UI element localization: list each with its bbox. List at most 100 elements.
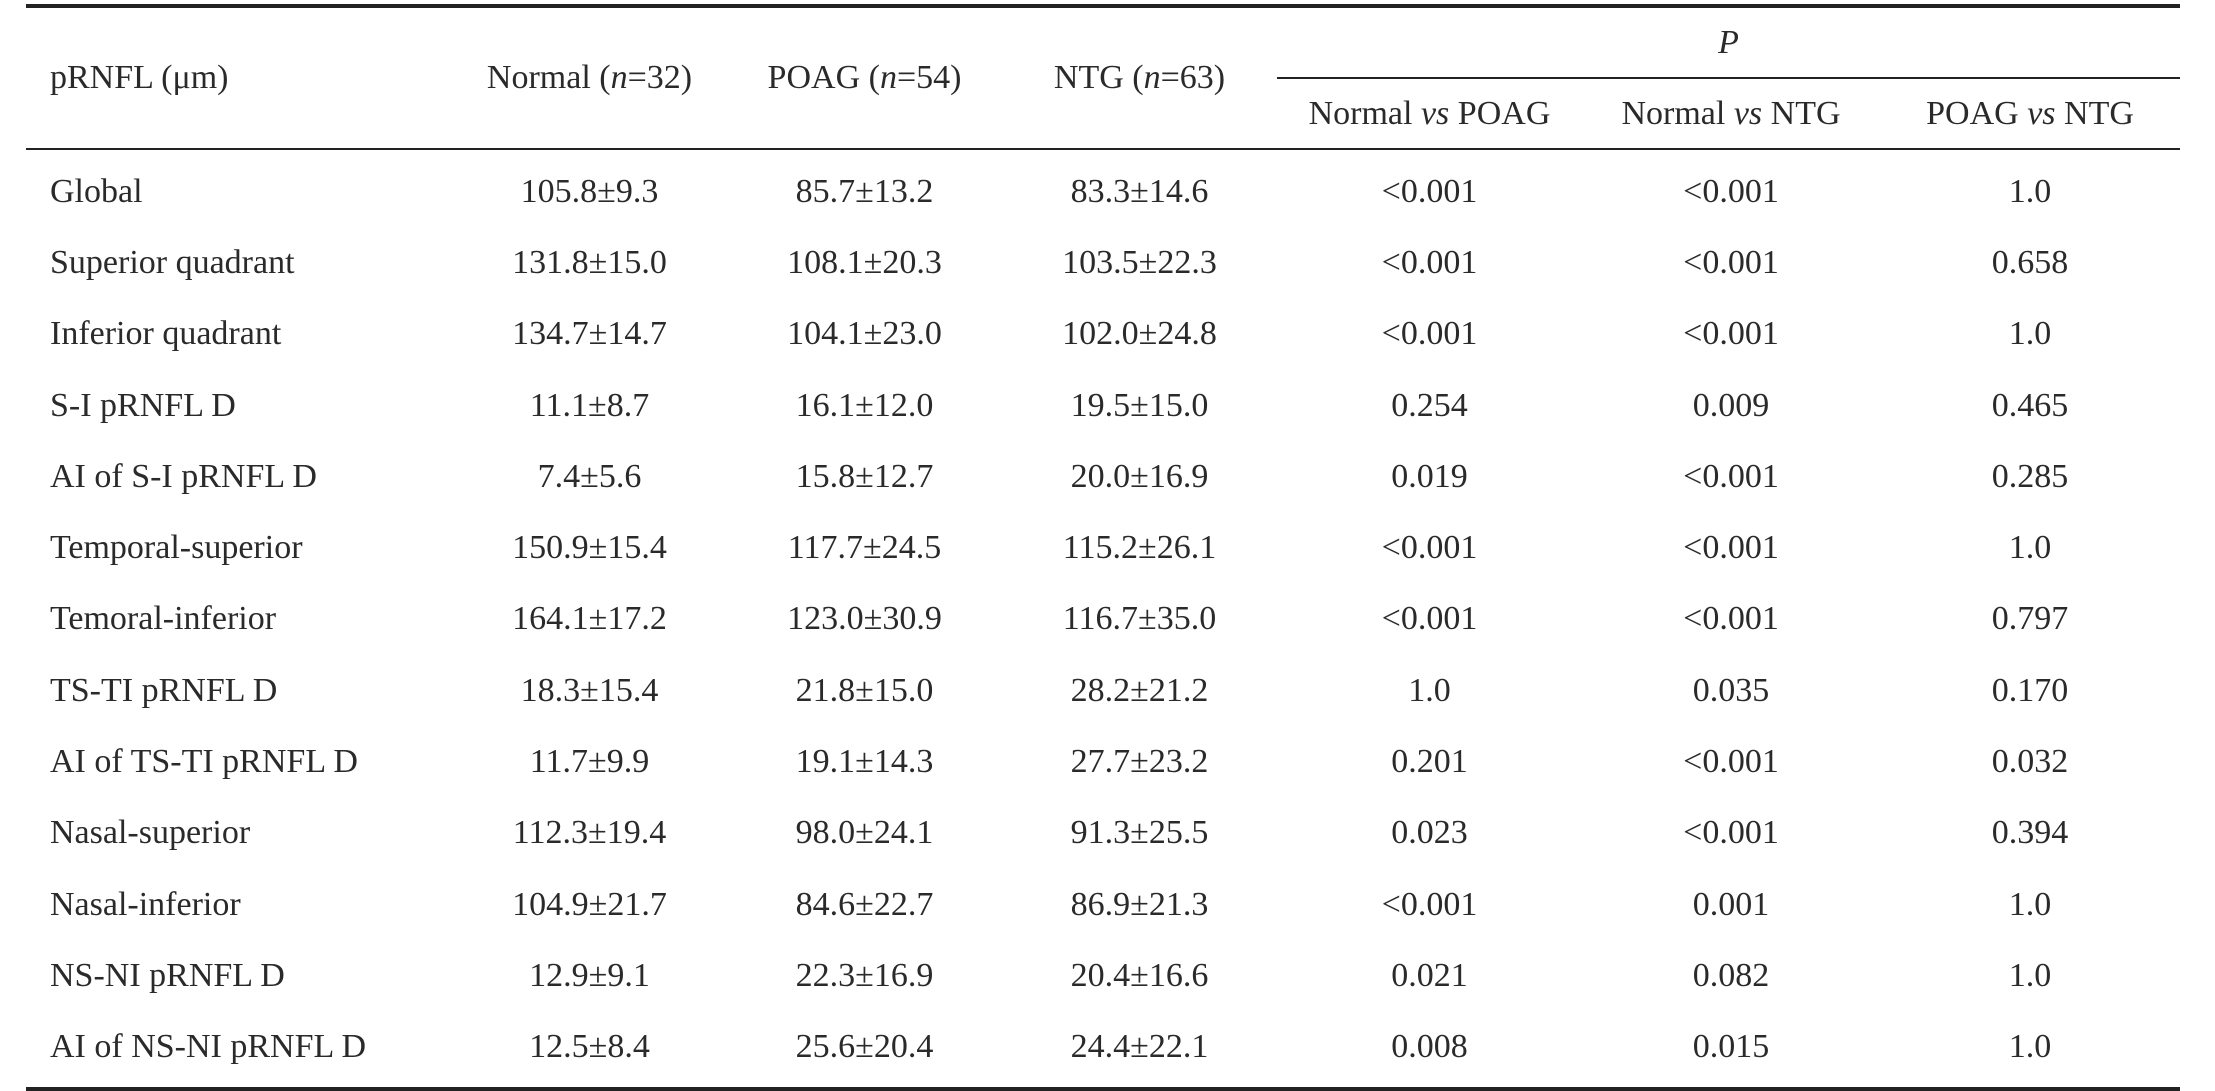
table-cell: <0.001 — [1381, 315, 1478, 353]
table-cell: 1.0 — [2008, 956, 2052, 994]
table-cell: 0.082 — [1692, 956, 1770, 994]
table-row: AI of TS-TI pRNFL D 11.7±9.9 19.1±14.3 27.7… — [26, 726, 2180, 797]
table-cell: 1.0 — [2008, 172, 2052, 210]
table-cell: 0.035 — [1692, 671, 1770, 709]
table-cell: 84.6±22.7 — [795, 885, 934, 923]
table-cell: 116.7±35.0 — [1062, 600, 1217, 638]
table-row: Global 105.8±9.3 85.7±13.2 83.3±14.6 <0.001 <… — [26, 149, 2180, 227]
table-cell: 0.009 — [1692, 386, 1770, 424]
table-cell: 0.797 — [1991, 600, 2069, 638]
table-cell: 0.658 — [1991, 243, 2069, 281]
table-cell: 0.254 — [1391, 386, 1468, 424]
table-header: pRNFL (μm) Normal (n=32) POAG (n=54) NTG… — [26, 4, 2181, 150]
table-cell: 16.1±12.0 — [795, 386, 934, 424]
table-cell: <0.001 — [1381, 529, 1478, 567]
table-cell: 150.9±15.4 — [512, 529, 667, 567]
table-cell: 105.8±9.3 — [520, 172, 659, 210]
row-label: Temoral-inferior — [50, 600, 277, 638]
table-row: Temporal-superior 150.9±15.4 117.7±24.5 115… — [26, 512, 2180, 583]
header-row-2: Normal vs POAG Normal vs NTG POAG vs NTG — [26, 78, 2181, 150]
table-cell: 0.008 — [1277, 1011, 1582, 1091]
comparison-a: POAG — [1926, 94, 2019, 132]
row-label: S-I pRNFL D — [50, 386, 236, 424]
table-cell: 134.7±14.7 — [512, 315, 667, 353]
table-row: Nasal-inferior 104.9±21.7 84.6±22.7 86.9±21… — [26, 869, 2180, 940]
header-n-value: =32) — [627, 59, 693, 96]
header-group-poag: POAG (n=54) — [727, 4, 1002, 150]
table-cell: 1.0 — [2008, 885, 2052, 923]
row-label: Global — [50, 172, 143, 210]
table-cell: 83.3±14.6 — [1070, 172, 1209, 210]
row-label: Superior quadrant — [50, 243, 295, 281]
table-cell: 104.9±21.7 — [512, 885, 667, 923]
header-n-italic: n — [610, 59, 628, 96]
table-cell: 1.0 — [1880, 1011, 2181, 1091]
table-cell: <0.001 — [1381, 243, 1478, 281]
table-row: Temoral-inferior 164.1±17.2 123.0±30.9 116.… — [26, 584, 2180, 655]
table-cell: 0.032 — [1991, 743, 2069, 781]
table-cell: <0.001 — [1683, 315, 1779, 353]
table-cell: 0.021 — [1391, 956, 1468, 994]
table-cell: 19.5±15.0 — [1070, 386, 1209, 424]
table-cell: 104.1±23.0 — [787, 315, 942, 353]
table-row: Inferior quadrant 134.7±14.7 104.1±23.0 102… — [26, 299, 2180, 370]
table-cell: 112.3±19.4 — [512, 814, 667, 852]
table-cell: 20.4±16.6 — [1070, 956, 1209, 994]
header-normal-vs-poag: Normal vs POAG — [1277, 78, 1582, 150]
comparison-vs: vs — [2027, 94, 2056, 132]
table-cell: 12.5±8.4 — [452, 1011, 727, 1091]
table-row: Nasal-superior 112.3±19.4 98.0±24.1 91.3±25… — [26, 798, 2180, 869]
table-cell: 25.6±20.4 — [727, 1011, 1002, 1091]
header-row-1: pRNFL (μm) Normal (n=32) POAG (n=54) NTG… — [26, 4, 2181, 150]
table-row: Superior quadrant 131.8±15.0 108.1±20.3 103… — [26, 227, 2180, 298]
table-cell: 117.7±24.5 — [787, 529, 942, 567]
header-n-value: =54) — [896, 59, 962, 96]
row-label: NS-NI pRNFL D — [50, 956, 285, 994]
table-cell: 21.8±15.0 — [795, 671, 934, 709]
row-label: Inferior quadrant — [50, 315, 282, 353]
table-cell: 15.8±12.7 — [795, 457, 934, 495]
prnfl-comparison-table: pRNFL (μm) Normal (n=32) POAG (n=54) NTG… — [26, 4, 2181, 1091]
table-cell: 85.7±13.2 — [795, 172, 934, 210]
table-cell: <0.001 — [1683, 743, 1779, 781]
table-cell: 11.7±9.9 — [529, 743, 650, 781]
table-cell: 0.023 — [1391, 814, 1468, 852]
table-cell: 0.201 — [1391, 743, 1468, 781]
table-cell: <0.001 — [1683, 529, 1779, 567]
table-row: AI of NS-NI pRNFL D 12.5±8.4 25.6±20.4 24.4… — [26, 1011, 2181, 1091]
table-cell: <0.001 — [1683, 172, 1779, 210]
table-cell: 19.1±14.3 — [795, 743, 934, 781]
table-cell: <0.001 — [1683, 243, 1779, 281]
table-cell: <0.001 — [1683, 814, 1779, 852]
table-cell: 0.465 — [1991, 386, 2069, 424]
table-cell: 123.0±30.9 — [787, 600, 942, 638]
table-body: Global 105.8±9.3 85.7±13.2 83.3±14.6 <0.001 <… — [26, 149, 2181, 1091]
header-n-value: =63) — [1160, 59, 1226, 96]
table-cell: 131.8±15.0 — [512, 243, 667, 281]
header-group-label: POAG ( — [767, 59, 880, 96]
table-cell: 22.3±16.9 — [795, 956, 934, 994]
table-row: TS-TI pRNFL D 18.3±15.4 21.8±15.0 28.2±21.2… — [26, 655, 2180, 726]
header-poag-vs-ntg: POAG vs NTG — [1880, 78, 2181, 150]
header-n-italic: n — [1143, 59, 1161, 96]
comparison-a: Normal — [1308, 94, 1413, 132]
table-cell: <0.001 — [1381, 600, 1478, 638]
comparison-vs: vs — [1733, 94, 1763, 132]
table-cell: 0.015 — [1582, 1011, 1880, 1091]
header-normal-vs-ntg: Normal vs NTG — [1582, 78, 1880, 150]
table-cell: 20.0±16.9 — [1070, 457, 1209, 495]
header-p-value: P — [1277, 4, 2181, 79]
header-n-italic: n — [879, 59, 897, 96]
table-row: AI of S-I pRNFL D 7.4±5.6 15.8±12.7 20.0±16… — [26, 441, 2180, 512]
header-group-label: Normal ( — [486, 59, 611, 96]
row-label: Nasal-superior — [50, 814, 251, 852]
table-cell: 18.3±15.4 — [520, 671, 659, 709]
results-table-container: pRNFL (μm) Normal (n=32) POAG (n=54) NTG… — [26, 4, 2181, 1091]
table-cell: 24.4±22.1 — [1002, 1011, 1277, 1091]
row-label: Nasal-inferior — [50, 885, 241, 923]
table-cell: 108.1±20.3 — [787, 243, 942, 281]
comparison-a: Normal — [1621, 94, 1726, 132]
table-cell: <0.001 — [1683, 600, 1779, 638]
header-prnfl-label: pRNFL (μm) — [50, 59, 229, 96]
comparison-b: NTG — [1770, 94, 1841, 132]
